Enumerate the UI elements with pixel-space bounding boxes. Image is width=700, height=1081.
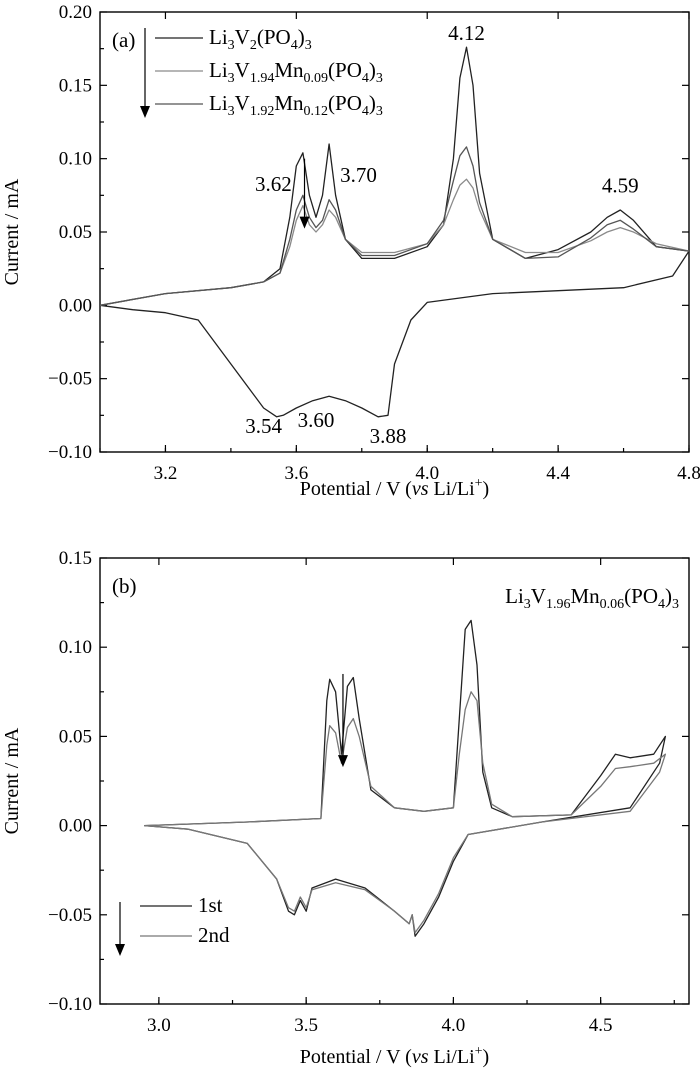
y-tick-label: 0.05 xyxy=(59,222,92,243)
trend-arrowhead xyxy=(337,755,348,768)
y-tick-label: −0.05 xyxy=(48,905,92,926)
legend-entry: Li3V1.92Mn0.12(PO4)3 xyxy=(209,91,383,119)
panel-label-b: (b) xyxy=(112,574,137,598)
panel-b-chart: −0.10 −0.05 0.00 0.05 0.10 0.15 3.0 3.5 4.0 4.5 Cu… xyxy=(1,548,690,1068)
y-tick-label: 0.20 xyxy=(59,2,92,23)
peak-annotation: 3.60 xyxy=(298,408,335,432)
x-tick-label: 4.4 xyxy=(546,463,570,484)
legend-entry: Li3V2(PO4)3 xyxy=(209,25,312,53)
cv-curve-b-2 xyxy=(144,691,667,934)
x-tick-label: 3.6 xyxy=(284,463,308,484)
panel-a-chart: −0.10 −0.05 0.00 0.05 0.10 0.15 0.20 3.2 3.6 4.0 4… xyxy=(1,2,700,500)
peak-annotation: 3.62 xyxy=(255,172,292,196)
cv-curve-b-1 xyxy=(144,619,667,937)
y-tick-label: 0.05 xyxy=(59,726,92,747)
peak-annotation: 3.88 xyxy=(370,424,407,448)
legend-arrowhead xyxy=(140,106,150,118)
y-axis-title: Current / mA xyxy=(1,178,23,285)
legend-entry: Li3V1.94Mn0.09(PO4)3 xyxy=(209,58,383,86)
peak-annotation: 3.54 xyxy=(245,414,282,438)
x-tick-label: 3.2 xyxy=(154,463,178,484)
x-tick-label: 3.0 xyxy=(147,1015,171,1036)
x-tick-label: 4.0 xyxy=(415,463,439,484)
x-tick-label: 4.5 xyxy=(589,1015,613,1036)
legend-entry: 2nd xyxy=(198,923,230,947)
x-tick-label: 4.0 xyxy=(442,1015,466,1036)
panel-b-title: Li3V1.96Mn0.06(PO4)3 xyxy=(505,584,679,612)
cv-curve-a-3 xyxy=(100,146,689,306)
y-tick-label: 0.10 xyxy=(59,637,92,658)
x-axis-title: Potential / V (vs Li/Li+) xyxy=(300,476,489,500)
plot-frame-b xyxy=(99,557,690,1005)
peak-annotation: 3.70 xyxy=(340,163,377,187)
x-tick-label: 4.8 xyxy=(677,463,700,484)
cv-curve-a-1 xyxy=(100,46,689,418)
x-tick-label: 3.5 xyxy=(294,1015,318,1036)
legend-arrowhead xyxy=(115,944,125,956)
y-tick-label: 0.10 xyxy=(59,149,92,170)
y-tick-label: −0.05 xyxy=(48,369,92,390)
y-tick-label: 0.15 xyxy=(59,75,92,96)
cv-curve-a-2 xyxy=(100,178,689,306)
peak-annotation: 4.59 xyxy=(602,173,639,197)
y-axis-title: Current / mA xyxy=(1,727,23,834)
x-axis-title: Potential / V (vs Li/Li+) xyxy=(300,1044,489,1068)
y-tick-label: 0.00 xyxy=(59,295,92,316)
plot-frame-a xyxy=(99,11,690,453)
panel-label-a: (a) xyxy=(112,28,135,52)
trend-arrowhead xyxy=(299,216,310,229)
y-tick-label: 0.15 xyxy=(59,548,92,569)
legend-entry: 1st xyxy=(198,893,223,917)
y-tick-label: −0.10 xyxy=(48,994,92,1015)
y-tick-label: 0.00 xyxy=(59,816,92,837)
peak-annotation: 4.12 xyxy=(448,21,485,45)
y-tick-label: −0.10 xyxy=(48,442,92,463)
